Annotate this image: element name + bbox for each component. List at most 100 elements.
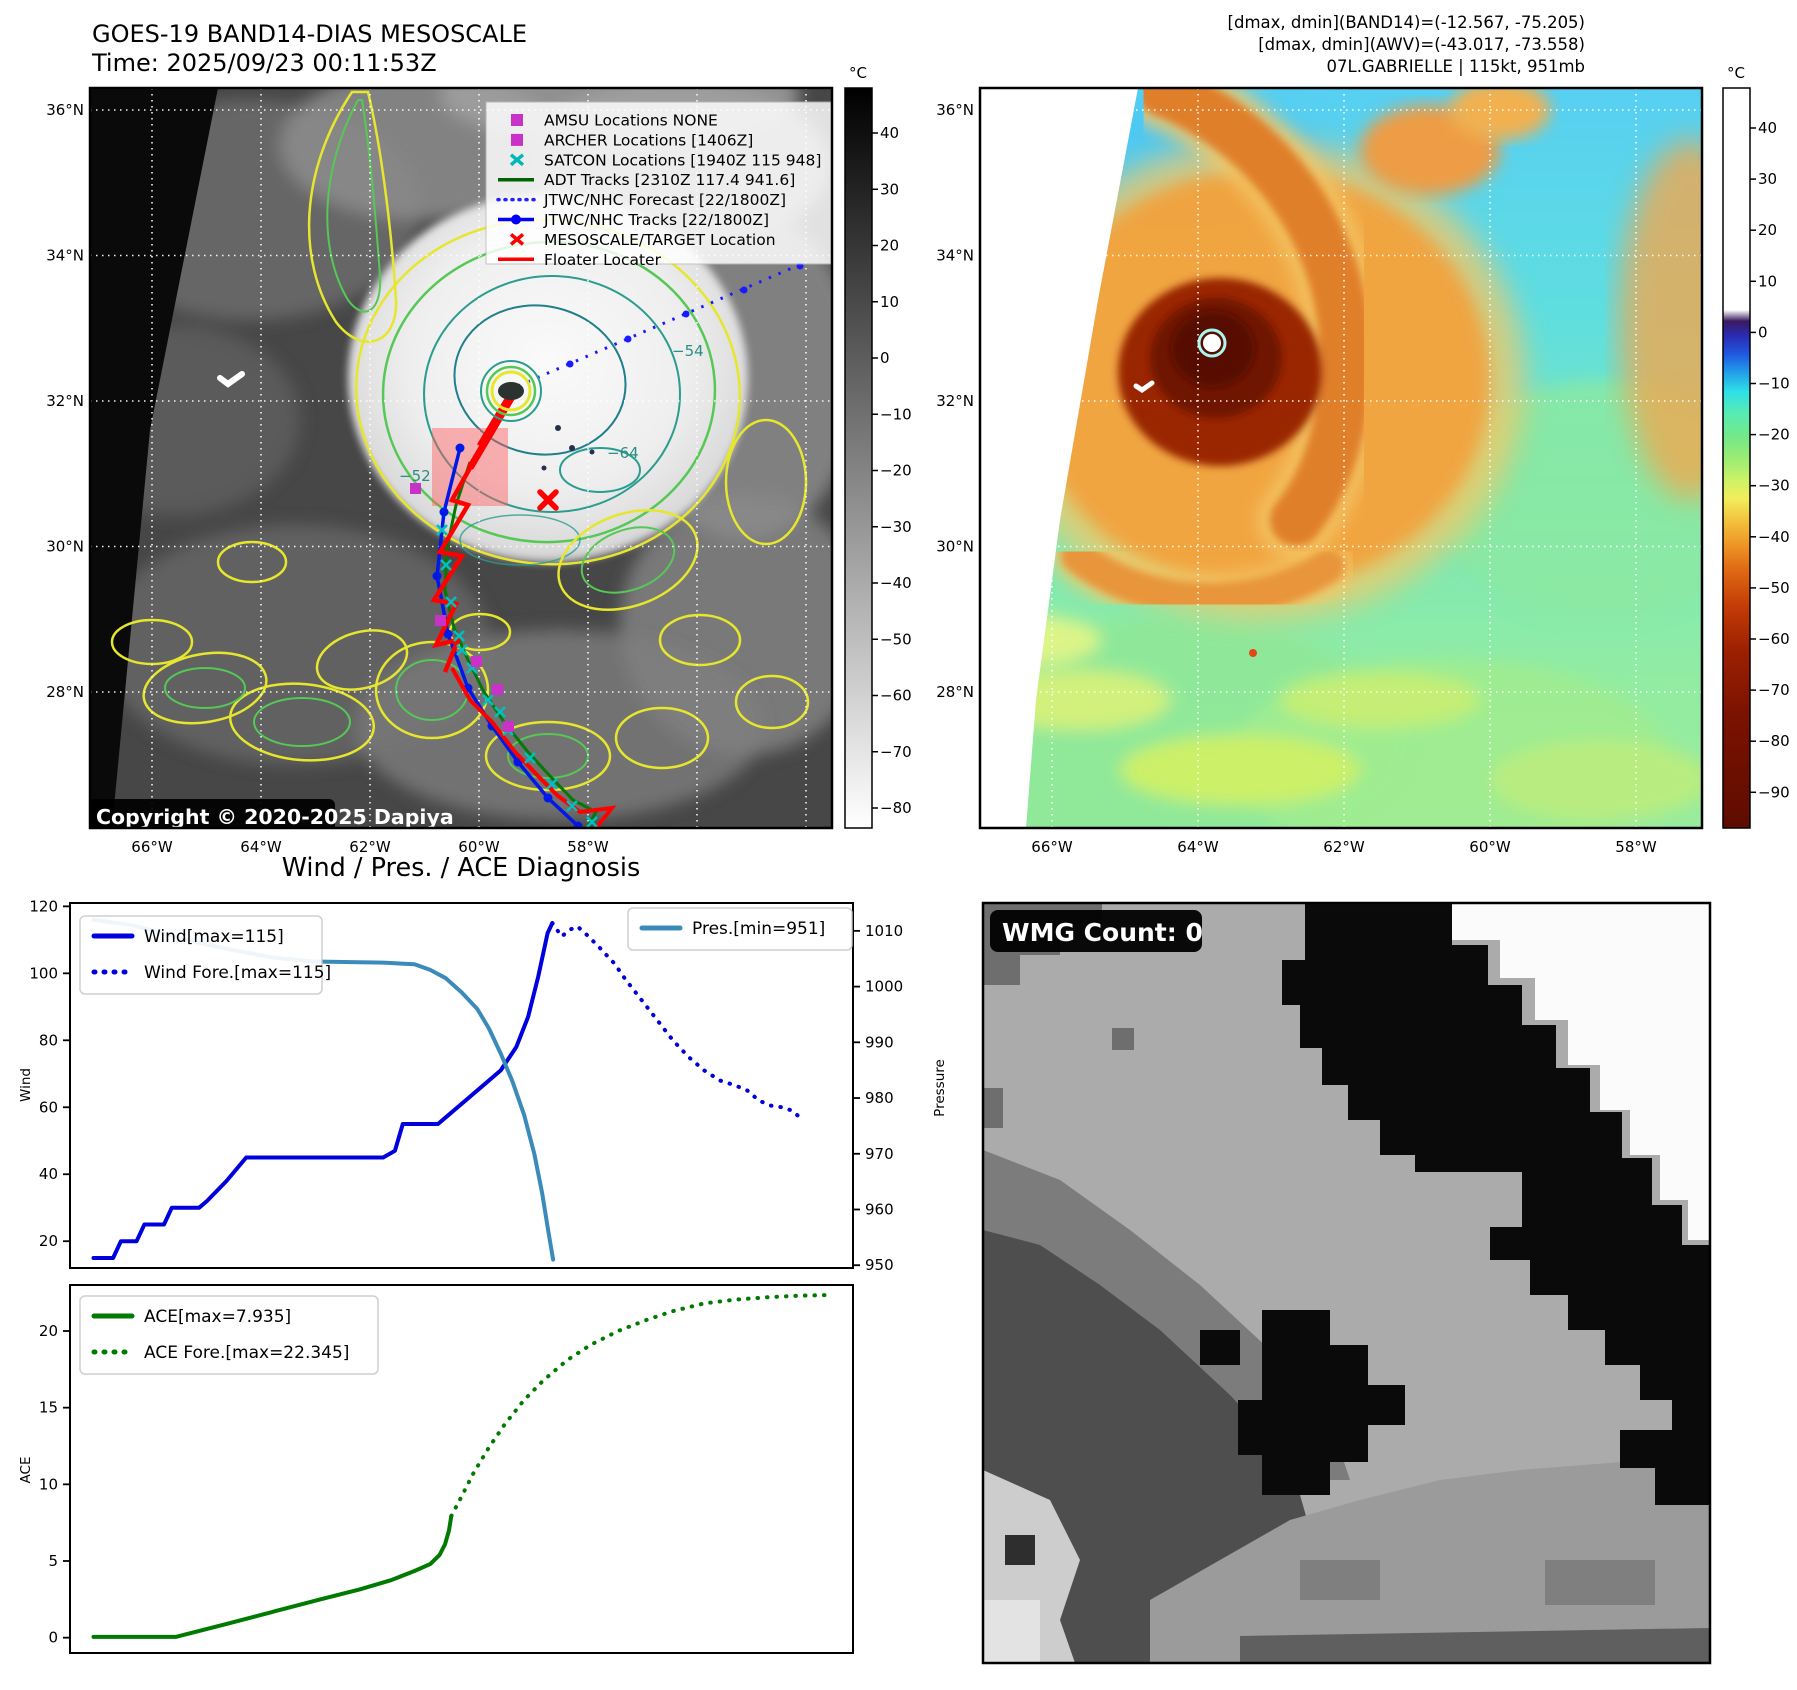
series-dotted-line bbox=[449, 1293, 830, 1518]
y-tick-label: 1000 bbox=[865, 978, 903, 996]
y-tick-label: 0 bbox=[48, 1629, 58, 1647]
lon-tick-label: 62°W bbox=[1323, 838, 1365, 856]
colorbar-tick-label: 0 bbox=[1758, 323, 1768, 341]
colorbar-tick-label: −80 bbox=[880, 799, 912, 817]
wmg-frame bbox=[981, 901, 1712, 1665]
colorbar-tick-label: −60 bbox=[880, 687, 912, 705]
colorbar-tick-label: −50 bbox=[1758, 579, 1790, 597]
ir-contours bbox=[110, 90, 810, 792]
legend-marker-x bbox=[509, 233, 525, 246]
colorbar-tick-label: 10 bbox=[1758, 272, 1777, 290]
chart-legend-box bbox=[79, 1295, 379, 1375]
map-legend-box bbox=[485, 101, 832, 265]
legend-item-label: Floater Locater bbox=[544, 251, 662, 269]
stat-band14-dmax-dmin: [dmax, dmin](BAND14)=(-12.567, -75.205) bbox=[1228, 13, 1585, 32]
satcon-x-icon bbox=[440, 559, 452, 571]
copyright-badge: Copyright © 2020-2025 Dapiya bbox=[90, 799, 454, 828]
satcon-x-icon bbox=[566, 800, 578, 812]
colorbar-tick-label: −20 bbox=[880, 462, 912, 480]
mesoscale-target-x-icon bbox=[537, 489, 559, 511]
ir-colorbar: °C 40 30 20 10 0 −10 −20 −30 −40 −50 −60 −70 −80 −90 bbox=[1722, 64, 1790, 829]
satcon-x-icon bbox=[436, 524, 448, 536]
colorbar-tick-label: 10 bbox=[880, 293, 899, 311]
colorbar-tick-label: 20 bbox=[1758, 221, 1777, 239]
series-solid-line bbox=[91, 1514, 454, 1639]
archer-location-markers bbox=[410, 483, 514, 732]
eye-ring bbox=[1197, 328, 1227, 358]
y-tick-label: 1010 bbox=[865, 922, 903, 940]
storm-intensity-label: 07L.GABRIELLE | 115kt, 951mb bbox=[1327, 57, 1586, 76]
y-tick-label: 20 bbox=[39, 1322, 58, 1340]
colorbar-tick-label: −70 bbox=[1758, 681, 1790, 699]
satcon-x-icon bbox=[445, 596, 457, 608]
y-tick-label: 120 bbox=[29, 897, 58, 915]
colorbar-tick-label: 40 bbox=[1758, 119, 1777, 137]
page-subtitle-time: Time: 2025/09/23 00:11:53Z bbox=[91, 49, 437, 77]
y-tick-label: 980 bbox=[865, 1089, 894, 1107]
y-tick-label: 950 bbox=[865, 1256, 894, 1274]
eye-dot bbox=[1203, 334, 1221, 352]
lon-tick-label: 66°W bbox=[1031, 838, 1073, 856]
lon-tick-label: 66°W bbox=[131, 838, 173, 856]
hurricane-cdo bbox=[348, 193, 748, 563]
chart-legend-label: ACE Fore.[max=22.345] bbox=[144, 1343, 349, 1363]
lon-tick-label: 62°W bbox=[349, 838, 391, 856]
wmg-region-blocks bbox=[983, 903, 1710, 1663]
lat-tick-label: 36°N bbox=[936, 101, 974, 119]
lat-tick-label: 34°N bbox=[936, 247, 974, 265]
lon-tick-label: 64°W bbox=[240, 838, 282, 856]
right-map-frame bbox=[978, 86, 1704, 830]
wmg-count-text: WMG Count: 0 bbox=[1002, 918, 1203, 947]
ace-axis-label: ACE bbox=[18, 1457, 34, 1484]
y-tick-label: 100 bbox=[29, 964, 58, 982]
jtwc-track-line bbox=[435, 447, 582, 828]
y-tick-label: 990 bbox=[865, 1033, 894, 1051]
chart-legend-box bbox=[79, 915, 323, 995]
lat-tick-label: 30°N bbox=[46, 538, 84, 556]
land-speck bbox=[217, 371, 245, 388]
page-title: GOES-19 BAND14-DIAS MESOSCALE bbox=[92, 20, 527, 48]
lat-tick-label: 28°N bbox=[936, 683, 974, 701]
no-data-wedge bbox=[980, 88, 1138, 828]
wmg-count-badge: WMG Count: 0 bbox=[990, 910, 1203, 952]
legend-item-label: JTWC/NHC Tracks [22/1800Z] bbox=[543, 211, 769, 229]
satcon-x-icon bbox=[482, 694, 494, 706]
y-tick-label: 40 bbox=[39, 1165, 58, 1183]
colorbar-tick-label: −30 bbox=[880, 518, 912, 536]
colorbar-tick-label: −50 bbox=[880, 630, 912, 648]
colorbar-unit: °C bbox=[1727, 64, 1745, 82]
legend-marker-square bbox=[511, 114, 523, 126]
chart-legend-label: Wind Fore.[max=115] bbox=[144, 963, 331, 983]
colorbar-strip bbox=[844, 87, 873, 829]
stat-awv-dmax-dmin: [dmax, dmin](AWV)=(-43.017, -73.558) bbox=[1258, 35, 1585, 54]
legend-item-label: MESOSCALE/TARGET Location bbox=[544, 231, 776, 249]
colorbar-tick-label: 40 bbox=[880, 124, 899, 142]
left-map-axis-labels: 36°N 34°N 32°N 30°N 28°N 66°W 64°W 62°W 60°W 58°W bbox=[46, 101, 609, 856]
legend-marker-square bbox=[511, 133, 523, 146]
satcon-x-icon bbox=[586, 816, 598, 828]
colorbar-tick-label: −30 bbox=[1758, 477, 1790, 495]
hurricane-warm-structure bbox=[995, 88, 1702, 626]
lat-tick-label: 28°N bbox=[46, 683, 84, 701]
colorbar-tick-label: −40 bbox=[1758, 528, 1790, 546]
y-tick-label: 5 bbox=[48, 1552, 58, 1570]
legend-item-label: SATCON Locations [1940Z 115 948] bbox=[544, 151, 821, 169]
diagnosis-charts: Wind / Pres. / ACE Diagnosis 20406080100… bbox=[18, 853, 948, 1654]
chart-legend-label: Pres.[min=951] bbox=[692, 919, 825, 939]
colorbar-tick-label: −70 bbox=[880, 743, 912, 761]
color-ir-satellite-map: 36°N 34°N 32°N 30°N 28°N 66°W 64°W 62°W 60°W 58°W bbox=[936, 86, 1704, 856]
warm-speck bbox=[1249, 649, 1257, 657]
legend-item-label: JTWC/NHC Forecast [22/1800Z] bbox=[543, 191, 786, 209]
y-tick-label: 960 bbox=[865, 1200, 894, 1218]
series-dotted-line bbox=[550, 921, 802, 1120]
contour-label: −64 bbox=[607, 444, 639, 462]
series-solid-line bbox=[91, 921, 555, 1260]
lat-tick-label: 30°N bbox=[936, 538, 974, 556]
legend-item-label: ADT Tracks [2310Z 117.4 941.6] bbox=[544, 171, 795, 189]
land-speck bbox=[1133, 380, 1155, 394]
lon-tick-label: 58°W bbox=[1615, 838, 1657, 856]
chart-legend-label: Wind[max=115] bbox=[144, 927, 284, 947]
